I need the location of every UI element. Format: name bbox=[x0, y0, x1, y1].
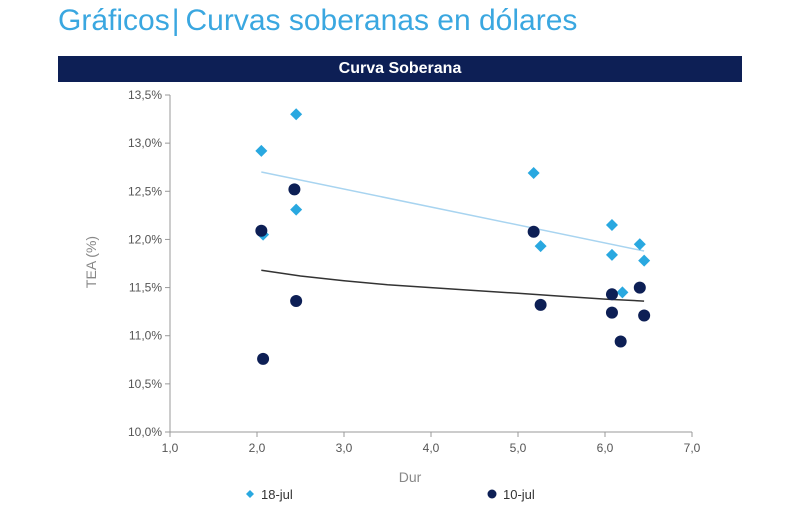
data-point-10-jul bbox=[614, 335, 627, 348]
data-point-10-jul bbox=[605, 288, 618, 301]
page-heading: Gráficos| Curvas soberanas en dólares bbox=[58, 4, 577, 38]
x-tick-label: 1,0 bbox=[162, 441, 179, 455]
y-tick-label: 11,0% bbox=[129, 329, 162, 343]
y-tick-label: 12,5% bbox=[128, 184, 162, 198]
x-tick-label: 4,0 bbox=[423, 441, 440, 455]
trend-lines bbox=[261, 171, 645, 302]
y-tick-label: 13,5% bbox=[128, 88, 162, 102]
data-point-18-jul bbox=[290, 108, 303, 121]
data-points bbox=[255, 108, 651, 365]
page-subtitle: Curvas soberanas en dólares bbox=[185, 4, 578, 37]
y-tick-label: 10,5% bbox=[128, 377, 162, 391]
data-point-10-jul bbox=[633, 281, 646, 294]
data-point-10-jul bbox=[638, 309, 651, 322]
legend-label-18-jul: 18-jul bbox=[261, 487, 293, 502]
data-point-18-jul bbox=[290, 203, 303, 216]
legend-label-10-jul: 10-jul bbox=[503, 487, 535, 502]
data-point-18-jul bbox=[633, 238, 646, 251]
data-point-10-jul bbox=[255, 224, 268, 237]
data-point-18-jul bbox=[255, 144, 268, 157]
data-point-18-jul bbox=[616, 286, 629, 299]
chart-axes: 1,0 2,0 3,0 4,0 5,0 6,0 7,0 10,0% 10,5% 11,0% 11,5… bbox=[128, 88, 701, 455]
title-separator: | bbox=[171, 4, 180, 37]
data-point-18-jul bbox=[534, 240, 547, 253]
data-point-10-jul bbox=[534, 298, 547, 311]
y-tick-label: 12,0% bbox=[128, 232, 162, 246]
x-tick-label: 2,0 bbox=[249, 441, 266, 455]
data-point-18-jul bbox=[527, 166, 540, 179]
y-tick-label: 11,5% bbox=[129, 281, 162, 295]
legend-marker-10-jul bbox=[487, 489, 497, 499]
trend-line-18-jul bbox=[261, 171, 645, 252]
chart-title-banner: Curva Soberana bbox=[58, 56, 742, 82]
trend-line-10-jul bbox=[261, 269, 645, 302]
y-tick-label: 13,0% bbox=[128, 136, 162, 150]
y-tick-label: 10,0% bbox=[128, 425, 162, 439]
data-point-10-jul bbox=[290, 295, 303, 308]
data-point-18-jul bbox=[605, 248, 618, 261]
x-tick-label: 6,0 bbox=[597, 441, 614, 455]
y-axis-label: TEA (%) bbox=[83, 236, 99, 288]
chart-legend: 18-jul 10-jul bbox=[246, 487, 535, 502]
x-tick-label: 3,0 bbox=[336, 441, 353, 455]
data-point-18-jul bbox=[605, 218, 618, 231]
data-point-18-jul bbox=[638, 254, 651, 267]
data-point-10-jul bbox=[288, 183, 301, 196]
data-point-10-jul bbox=[257, 352, 270, 365]
x-tick-label: 5,0 bbox=[510, 441, 527, 455]
x-axis-label: Dur bbox=[399, 469, 422, 485]
section-title: Gráficos bbox=[58, 4, 170, 37]
data-point-10-jul bbox=[605, 306, 618, 319]
x-tick-label: 7,0 bbox=[684, 441, 701, 455]
data-point-10-jul bbox=[527, 225, 540, 238]
legend-marker-18-jul bbox=[246, 490, 254, 498]
